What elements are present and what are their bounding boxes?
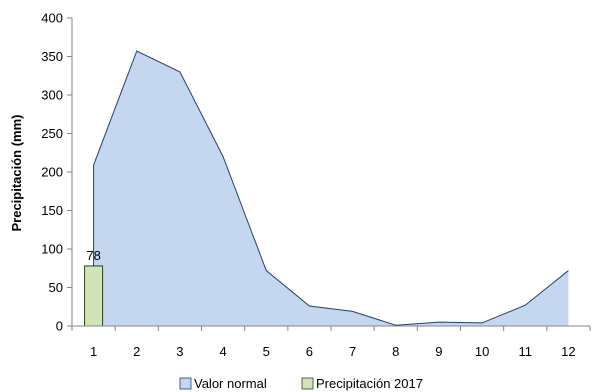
- x-tick-label-2: 2: [133, 344, 140, 359]
- x-tick-label-3: 3: [176, 344, 183, 359]
- y-tick-label-250: 250: [41, 126, 63, 141]
- legend-label-precipitacion-2017: Precipitación 2017: [316, 376, 423, 391]
- area-layer: [93, 50, 569, 327]
- x-tick-labels: 1 2 3 4 5 6 7 8 9 10 11 12: [71, 326, 591, 359]
- legend-swatch-precipitacion-2017: [301, 377, 314, 390]
- x-tick-label-6: 6: [306, 344, 313, 359]
- x-tick-label-11: 11: [519, 344, 533, 359]
- area-line-valor-normal: [93, 50, 569, 326]
- data-label-bar-1: 78: [86, 248, 100, 263]
- x-tick-label-10: 10: [475, 344, 489, 359]
- legend-label-valor-normal: Valor normal: [194, 376, 267, 391]
- y-tick-label-350: 350: [41, 49, 63, 64]
- y-tick-label-400: 400: [41, 11, 63, 26]
- y-tick-labels: 0 50 100 150 200 250 300 350 400: [41, 11, 72, 334]
- y-tick-label-150: 150: [41, 203, 63, 218]
- bar-layer: 78: [84, 248, 104, 327]
- y-tick-label-50: 50: [49, 280, 63, 295]
- x-tick-label-7: 7: [349, 344, 356, 359]
- x-tick-label-1: 1: [90, 344, 97, 359]
- x-tick-label-4: 4: [219, 344, 226, 359]
- legend: Valor normal Precipitación 2017: [179, 376, 423, 391]
- y-tick-label-0: 0: [56, 319, 63, 334]
- area-fill-valor-normal: [93, 51, 569, 327]
- y-tick-label-100: 100: [41, 242, 63, 257]
- y-tick-label-300: 300: [41, 88, 63, 103]
- legend-swatch-valor-normal: [179, 377, 192, 390]
- bar-precipitacion-2017-1: [84, 265, 104, 327]
- x-tick-label-9: 9: [435, 344, 442, 359]
- x-tick-label-12: 12: [561, 344, 575, 359]
- y-tick-label-200: 200: [41, 165, 63, 180]
- x-tick-label-8: 8: [392, 344, 399, 359]
- x-tick-label-5: 5: [263, 344, 270, 359]
- y-axis-title: Precipitación (mm): [9, 114, 24, 231]
